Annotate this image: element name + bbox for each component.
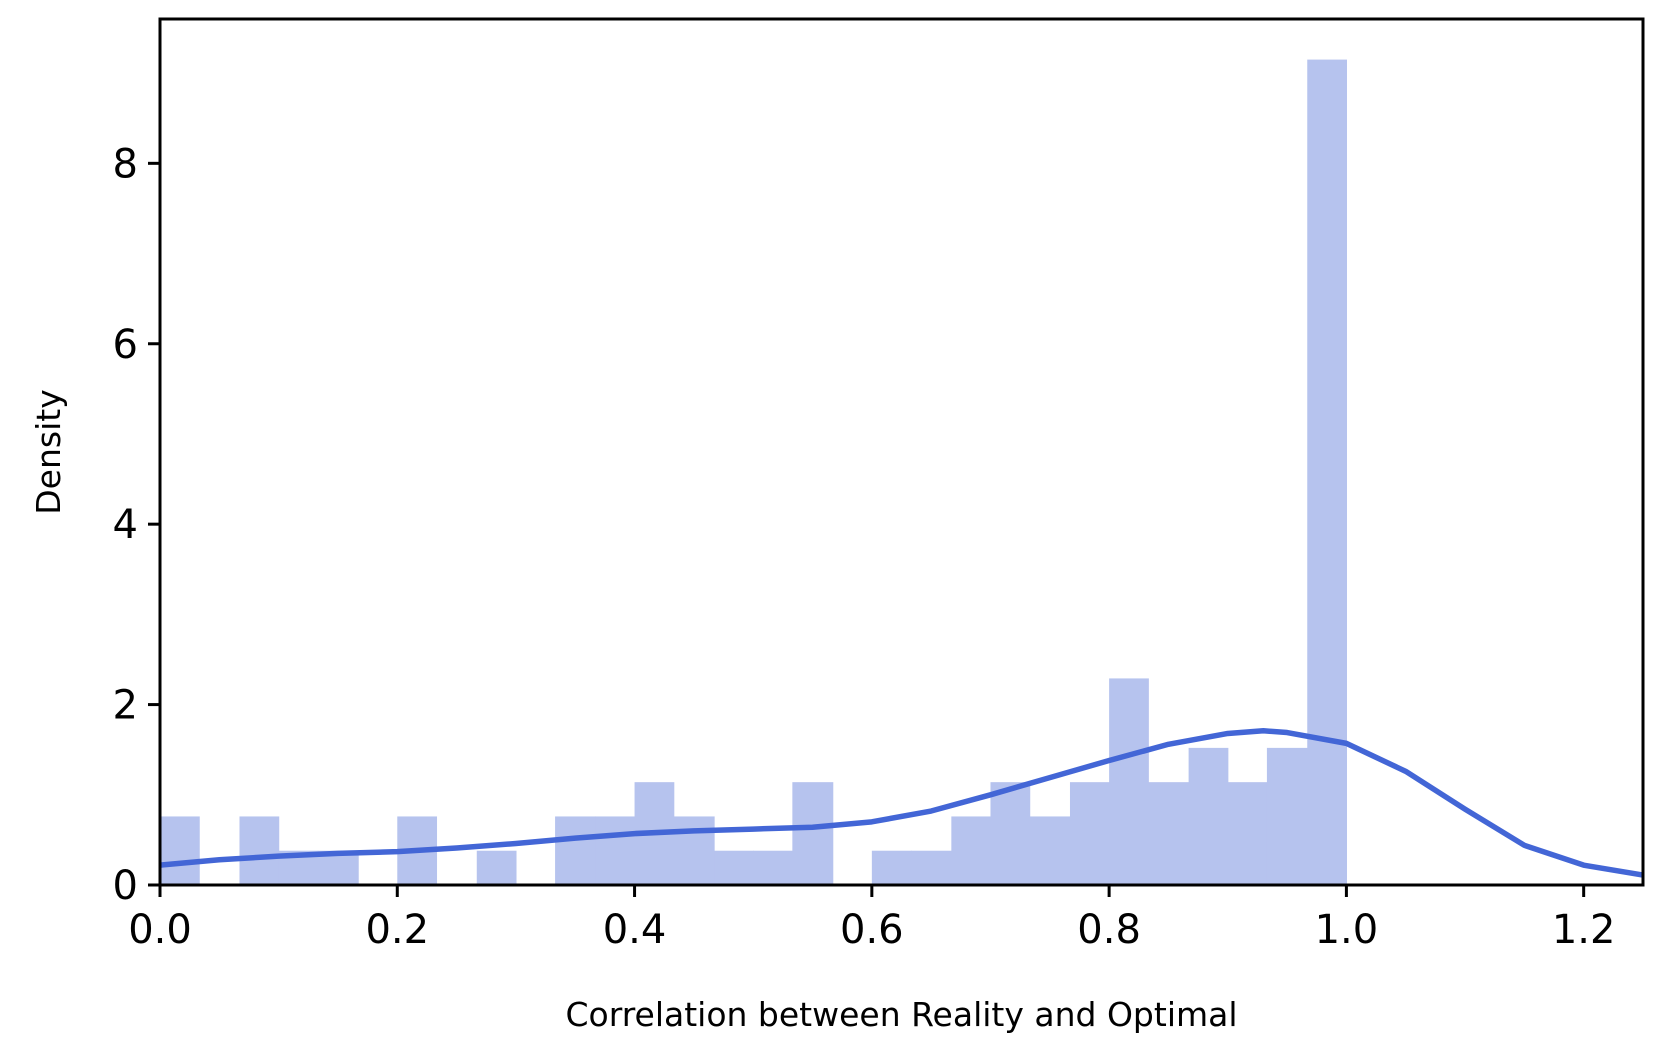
x-tick-label: 0.4: [603, 907, 667, 953]
y-axis-label: Density: [29, 389, 68, 514]
histogram-bar: [555, 816, 597, 885]
y-tick-label: 0: [113, 863, 138, 909]
x-tick-label: 0.6: [840, 907, 904, 953]
x-tick-label: 0.0: [128, 907, 192, 953]
histogram-bar: [1029, 816, 1071, 885]
histogram-bar: [1148, 782, 1190, 885]
histogram-bar: [1109, 678, 1149, 885]
y-tick-label: 8: [113, 141, 138, 187]
histogram-bar: [1188, 747, 1229, 885]
y-tick-label: 6: [113, 322, 138, 368]
histogram-bar: [1266, 747, 1308, 885]
y-axis-ticks: 0 2 4 6 8: [113, 141, 160, 909]
x-axis-label: Correlation between Reality and Optimal: [565, 995, 1237, 1034]
x-tick-label: 1.0: [1315, 907, 1379, 953]
histogram-bar: [1227, 782, 1268, 885]
histogram-bar: [714, 850, 754, 885]
x-tick-label: 0.8: [1077, 907, 1141, 953]
plot-frame: [158, 17, 1645, 887]
y-tick-label: 2: [113, 683, 138, 729]
x-tick-label: 0.2: [365, 907, 429, 953]
histogram-bar: [1069, 782, 1110, 885]
histogram-bar: [792, 782, 834, 885]
y-tick-label: 4: [113, 502, 138, 548]
histogram-bar: [1307, 59, 1347, 885]
histogram-bar: [476, 850, 517, 885]
histogram-bar: [673, 816, 715, 885]
histogram-bar: [990, 782, 1031, 885]
histogram-bar: [160, 816, 200, 885]
histogram-bar: [871, 850, 912, 885]
histogram-bar: [951, 816, 992, 885]
histogram-bar: [239, 816, 280, 885]
kde-curve: [159, 727, 1644, 878]
histogram-bar: [753, 850, 793, 885]
histogram-bar: [910, 850, 952, 885]
x-tick-label: 1.2: [1552, 907, 1616, 953]
histogram-bar: [595, 816, 636, 885]
x-axis-ticks: 0.0 0.2 0.4 0.6 0.8 1.0 1.2: [128, 885, 1615, 953]
